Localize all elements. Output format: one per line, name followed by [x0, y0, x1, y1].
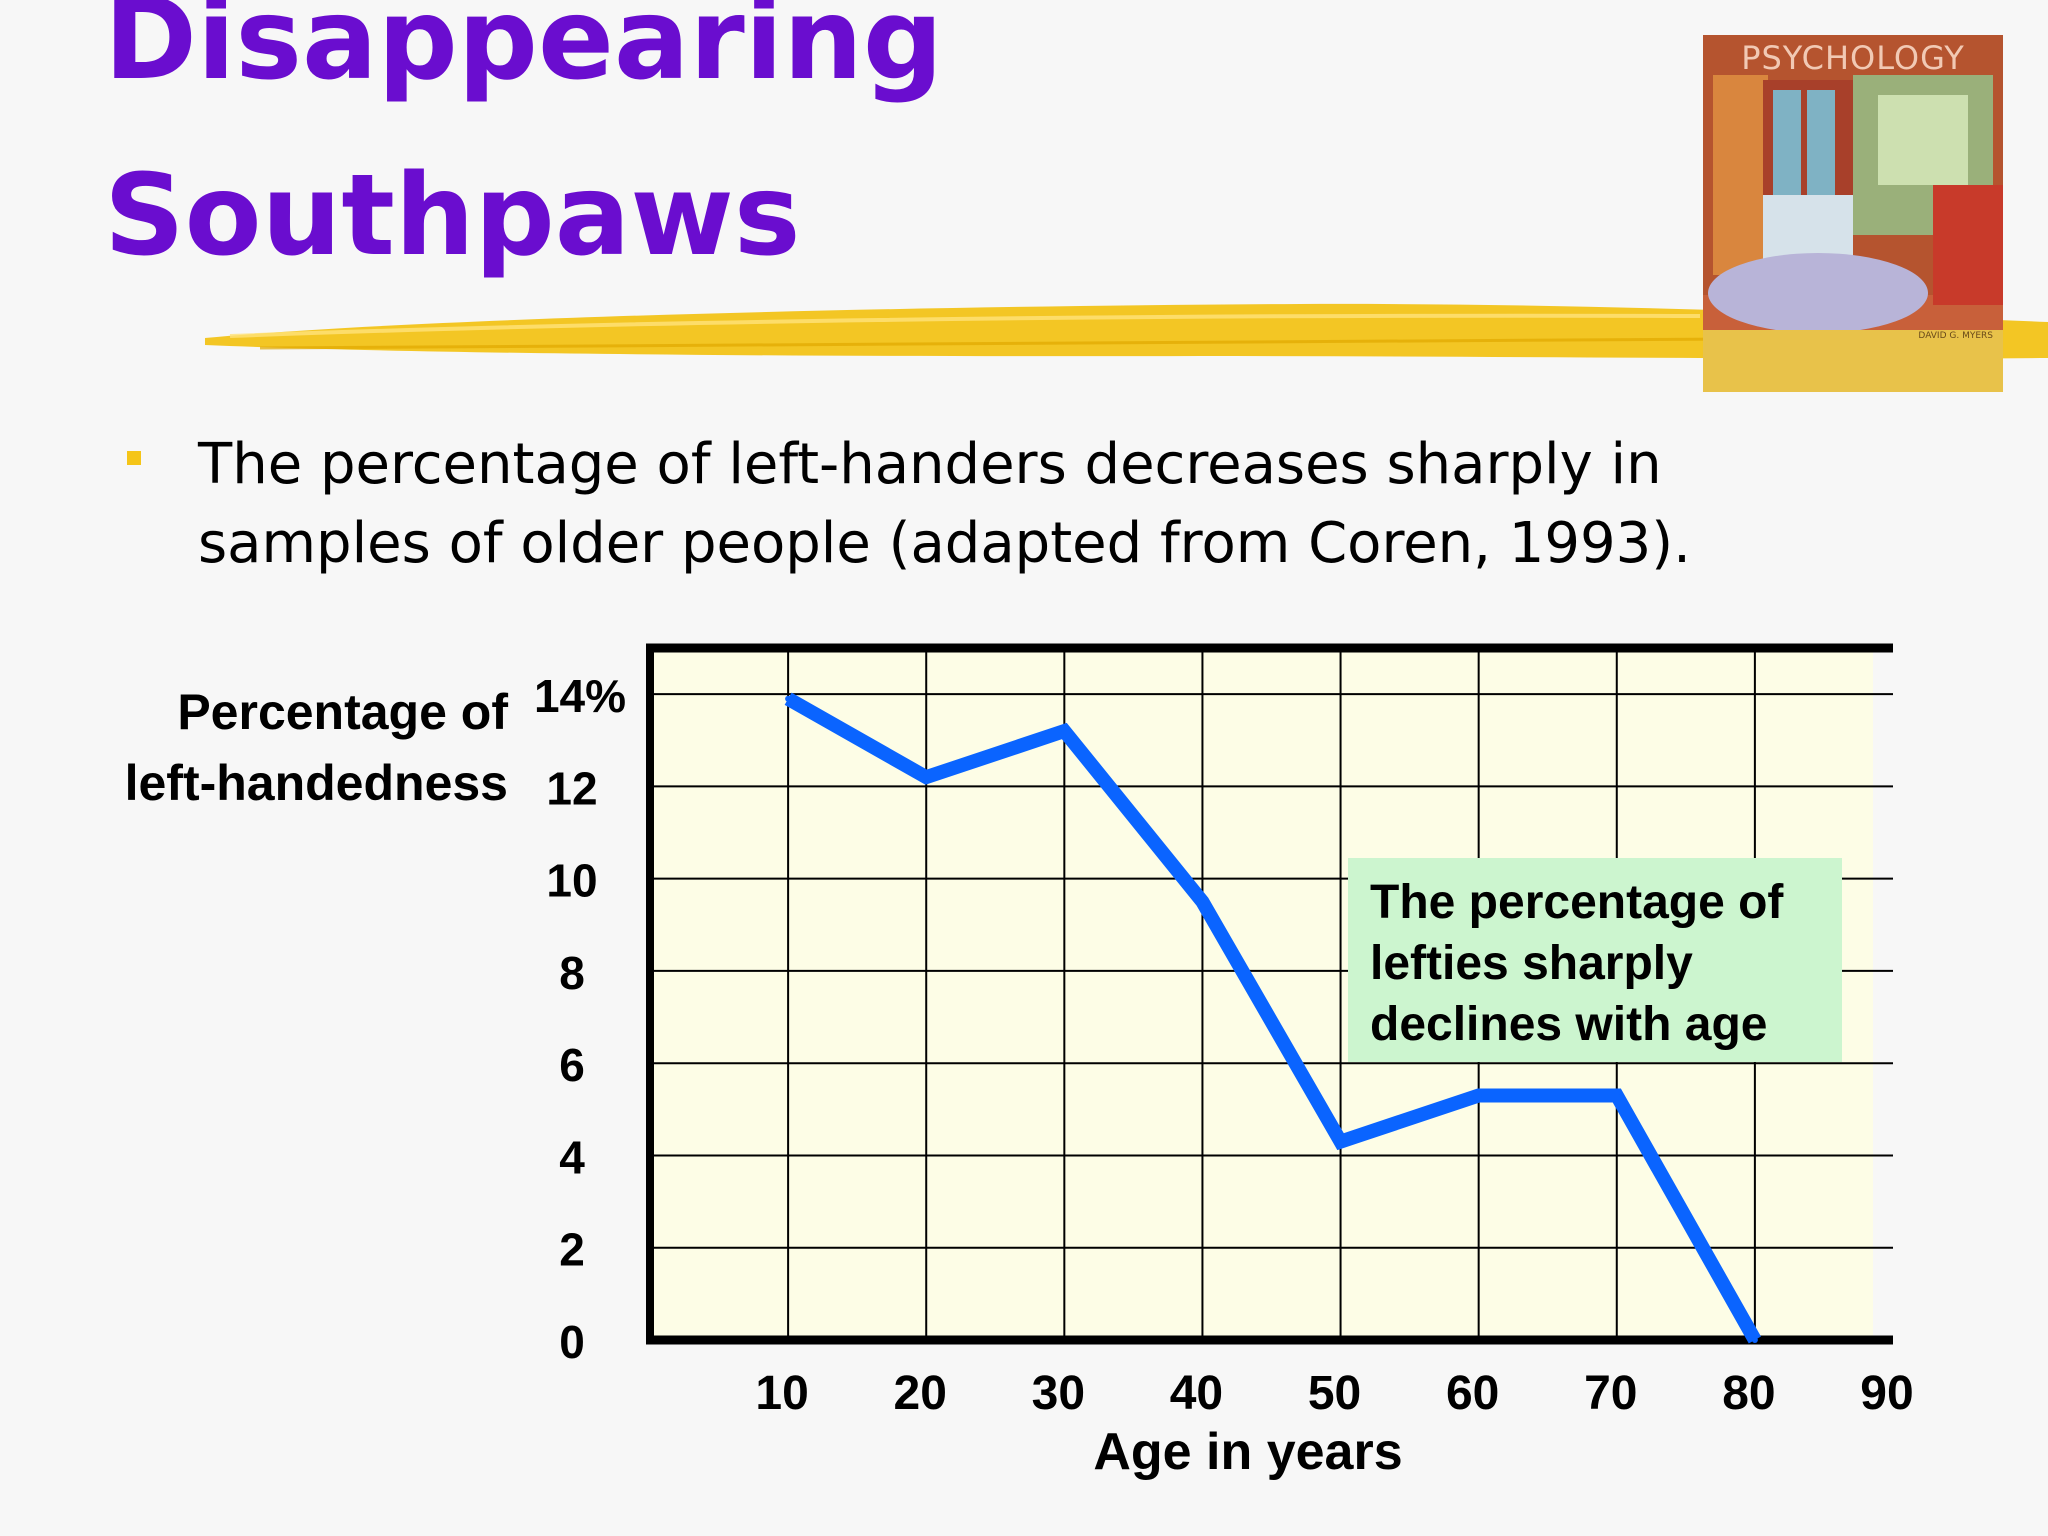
y-tick-label: 4: [559, 1131, 585, 1183]
y-tick-label: 0: [559, 1316, 585, 1368]
y-tick-label: 10: [546, 855, 597, 907]
x-tick-label: 70: [1584, 1367, 1637, 1420]
data-point: [923, 774, 930, 781]
x-tick-label: 90: [1860, 1367, 1913, 1420]
data-point: [1613, 1092, 1620, 1099]
x-tick-label: 10: [755, 1367, 808, 1420]
data-point: [1199, 898, 1206, 905]
slide-title-line1: Disappearing: [104, 0, 944, 105]
data-point: [1751, 1337, 1758, 1343]
x-tick-label: 40: [1170, 1367, 1223, 1420]
annotation-callout: The percentage of lefties sharply declin…: [1348, 858, 1842, 1062]
slide-title-line2: Southpaws: [104, 151, 801, 281]
y-tick-label: 12: [546, 762, 597, 814]
x-tick-label: 60: [1446, 1367, 1499, 1420]
x-tick-label: 80: [1722, 1367, 1775, 1420]
book-title: PSYCHOLOGY: [1741, 39, 1965, 77]
x-tick-label: 30: [1032, 1367, 1085, 1420]
x-axis-label: Age in years: [1093, 1423, 1402, 1481]
y-tick-label: 14%: [534, 670, 626, 722]
y-axis-label-line2: left-handedness: [125, 755, 508, 811]
y-tick-label: 8: [559, 947, 585, 999]
psychology-book-cover: PSYCHOLOGY DAVID G. MYERS: [1703, 35, 2003, 392]
y-axis-label-line1: Percentage of: [177, 684, 508, 740]
data-point: [1475, 1092, 1482, 1099]
data-point: [1061, 728, 1068, 735]
y-tick-label: 6: [559, 1039, 585, 1091]
y-tick-label: 2: [559, 1224, 585, 1276]
series-line: [784, 692, 1761, 1344]
data-point: [785, 695, 792, 702]
book-author: DAVID G. MYERS: [1918, 331, 1993, 341]
x-tick-label: 50: [1308, 1367, 1361, 1420]
bullet-marker: [127, 451, 141, 465]
book-cover-painting: [1703, 35, 2003, 392]
data-point: [1337, 1138, 1344, 1145]
bullet-text: The percentage of left-handers decreases…: [198, 432, 1691, 576]
x-tick-label: 20: [894, 1367, 947, 1420]
